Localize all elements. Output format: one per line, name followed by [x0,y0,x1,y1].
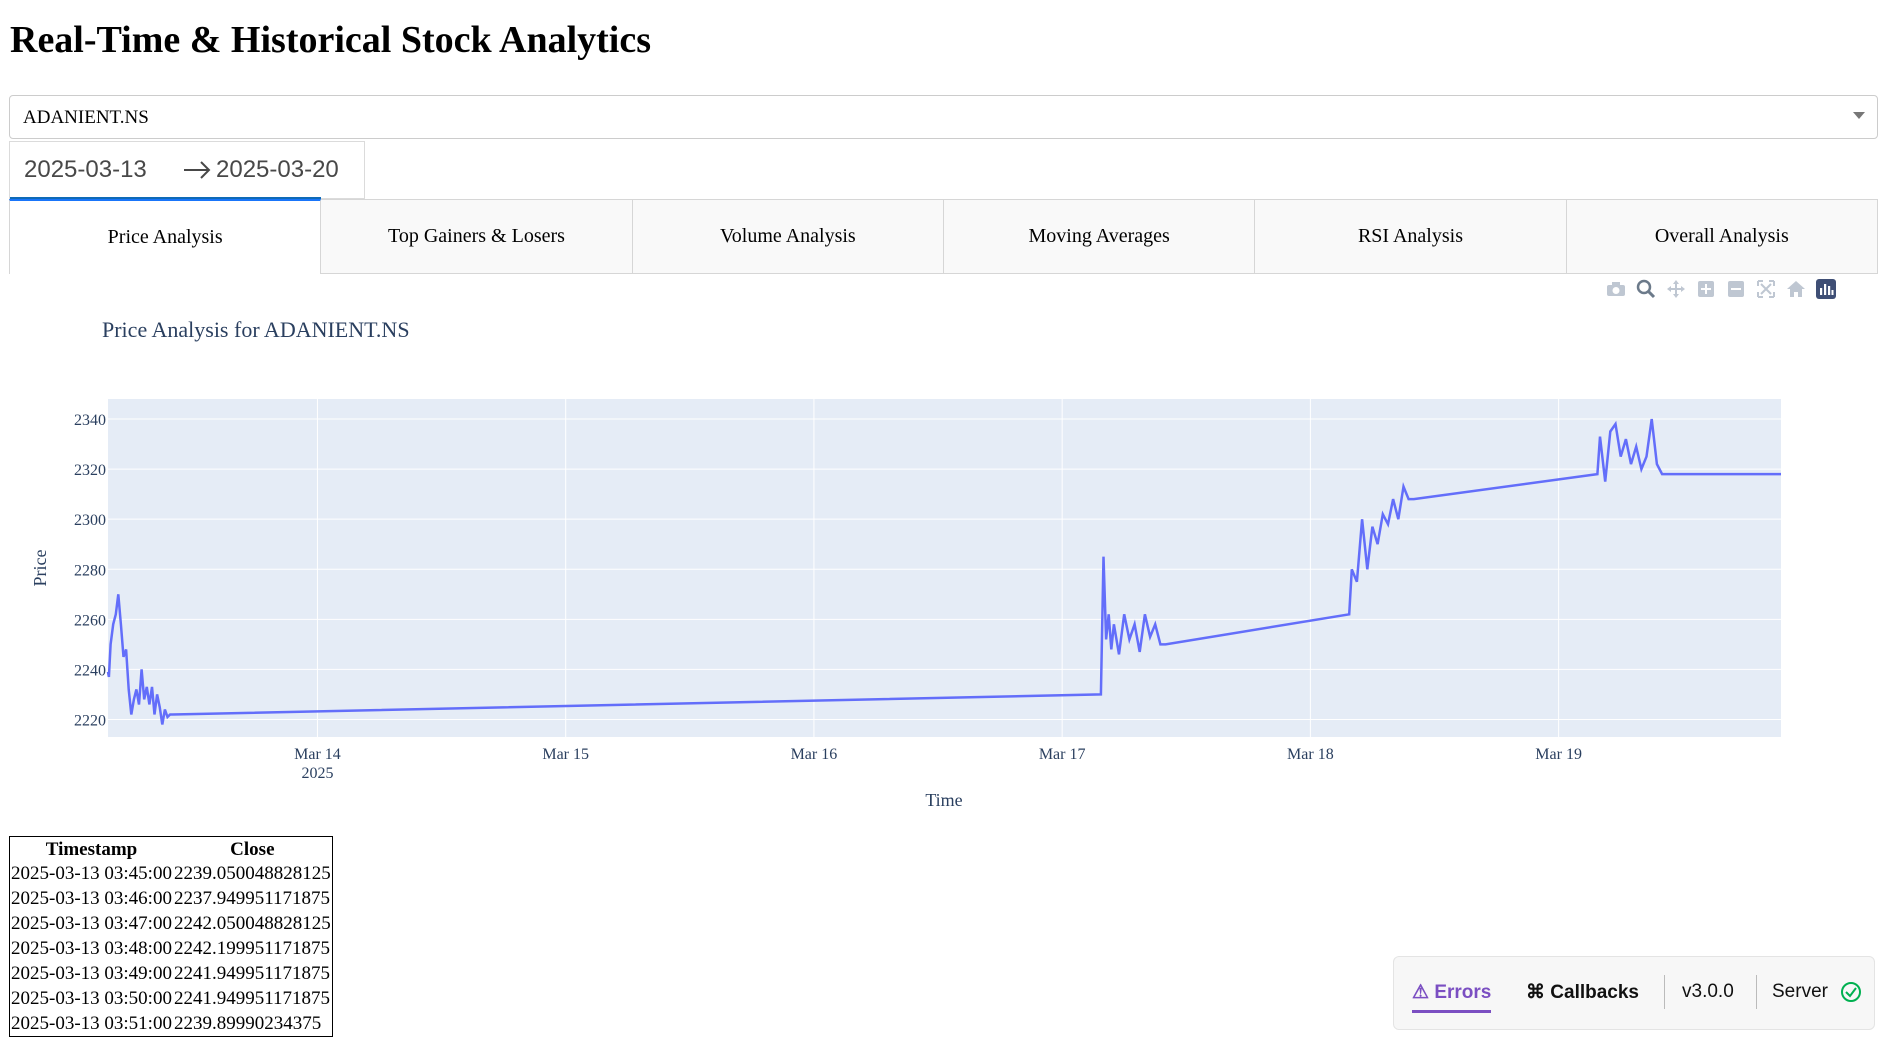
camera-icon[interactable] [1605,278,1627,300]
cell-close: 2242.199951171875 [173,938,331,959]
y-tick-label: 2220 [74,712,106,729]
pan-icon[interactable] [1665,278,1687,300]
x-axis-ticks: Mar 14 2025 Mar 15 Mar 16 Mar 17 Mar 18 Mar 19 [294,746,1582,782]
y-tick-label: 2320 [74,462,106,479]
price-series-line [106,418,1781,725]
cell-close: 2241.949951171875 [173,963,331,984]
cell-timestamp: 2025-03-13 03:45:00 [11,863,172,884]
y-tick-label: 2260 [74,612,106,629]
cell-timestamp: 2025-03-13 03:47:00 [11,913,172,934]
table-row: 2025-03-13 03:49:00 2241.949951171875 [10,961,333,986]
table-row: 2025-03-13 03:50:00 2241.949951171875 [10,986,333,1011]
tab-top-gainers-losers[interactable]: Top Gainers & Losers [321,199,633,274]
y-axis-label: Price [30,549,50,586]
x-tick-label: Mar 15 [542,746,589,763]
autoscale-icon[interactable] [1755,278,1777,300]
x-tick-sublabel: 2025 [301,765,333,782]
price-chart: Price Analysis for ADANIENT.NS 222022402… [30,317,1781,810]
reset-axes-icon[interactable] [1785,278,1807,300]
arrow-right-icon [184,161,211,179]
cell-close: 2242.050048828125 [173,913,331,934]
y-tick-label: 2280 [74,562,106,579]
table-row: 2025-03-13 03:45:00 2239.050048828125 [10,861,333,886]
page-title: Real-Time & Historical Stock Analytics [10,19,652,61]
ticker-dropdown-value: ADANIENT.NS [23,107,149,128]
table-header-row: Timestamp Close [10,837,333,862]
table-header-timestamp: Timestamp [45,839,138,860]
x-tick-label: Mar 19 [1535,746,1582,763]
zoom-in-icon[interactable] [1695,278,1717,300]
divider [1756,975,1757,1009]
end-date-input[interactable]: 2025-03-20 [216,156,339,183]
start-date-input[interactable]: 2025-03-13 [24,156,147,183]
zoom-icon[interactable] [1635,278,1657,300]
x-tick-label: Mar 18 [1287,746,1334,763]
y-axis-ticks: 2220 2240 2260 2280 2300 2320 2340 [74,412,106,729]
table-header-close: Close [230,839,275,860]
active-input-underline [10,197,321,199]
ticker-dropdown[interactable]: ADANIENT.NS [9,95,1878,139]
server-ok-check-icon [1841,982,1861,1002]
zoom-out-icon[interactable] [1725,278,1747,300]
tab-volume-analysis[interactable]: Volume Analysis [632,199,944,274]
cell-timestamp: 2025-03-13 03:51:00 [11,1013,172,1034]
cell-close: 2241.949951171875 [173,988,331,1009]
version-label: v3.0.0 [1682,981,1734,1002]
divider [1664,975,1665,1009]
cell-close: 2239.89990234375 [173,1013,322,1034]
table-row: 2025-03-13 03:47:00 2242.050048828125 [10,911,333,936]
x-tick-label: Mar 14 [294,746,341,763]
date-range-picker[interactable]: 2025-03-13 2025-03-20 [9,141,365,199]
table-row: 2025-03-13 03:46:00 2237.949951171875 [10,886,333,911]
tab-bar: Price Analysis Top Gainers & Losers Volu… [9,199,1878,274]
callbacks-graph-icon: ⌘ [1526,982,1551,1003]
cell-close: 2239.050048828125 [173,863,331,884]
cell-timestamp: 2025-03-13 03:50:00 [11,988,172,1009]
y-tick-label: 2300 [74,512,106,529]
tab-moving-averages[interactable]: Moving Averages [943,199,1256,274]
tab-price-analysis[interactable]: Price Analysis [9,199,322,274]
cell-timestamp: 2025-03-13 03:49:00 [11,963,172,984]
y-tick-label: 2240 [74,662,106,679]
y-tick-label: 2340 [74,412,106,429]
errors-label: Errors [1434,982,1492,1003]
chart-grid [108,399,1781,737]
devtools-callbacks-tab[interactable]: ⌘ Callbacks [1526,981,1639,1004]
chart-modebar [1605,278,1837,300]
cell-timestamp: 2025-03-13 03:46:00 [11,888,172,909]
plotly-logo-icon[interactable] [1815,278,1837,300]
devtools-errors-tab[interactable]: ⚠ Errors [1412,981,1492,1013]
table-row: 2025-03-13 03:48:00 2242.199951171875 [10,936,333,961]
x-axis-label: Time [925,790,962,810]
x-tick-label: Mar 16 [791,746,838,763]
tab-rsi-analysis[interactable]: RSI Analysis [1255,199,1567,274]
table-row: 2025-03-13 03:51:00 2239.89990234375 [10,1011,333,1037]
chart-title: Price Analysis for ADANIENT.NS [102,317,410,342]
cell-timestamp: 2025-03-13 03:48:00 [11,938,172,959]
chevron-down-icon[interactable] [1853,112,1865,119]
x-tick-label: Mar 17 [1039,746,1086,763]
price-data-table: Timestamp Close 2025-03-13 03:45:00 2239.… [9,836,333,1037]
warning-icon: ⚠ [1412,982,1435,1003]
tab-overall-analysis[interactable]: Overall Analysis [1566,199,1878,274]
cell-close: 2237.949951171875 [173,888,331,909]
server-status-label[interactable]: Server [1772,981,1828,1002]
callbacks-label: Callbacks [1550,982,1640,1003]
dash-devtools-bar: ⚠ Errors ⌘ Callbacks v3.0.0 Server [1393,956,1875,1030]
plot-area[interactable] [108,399,1781,737]
